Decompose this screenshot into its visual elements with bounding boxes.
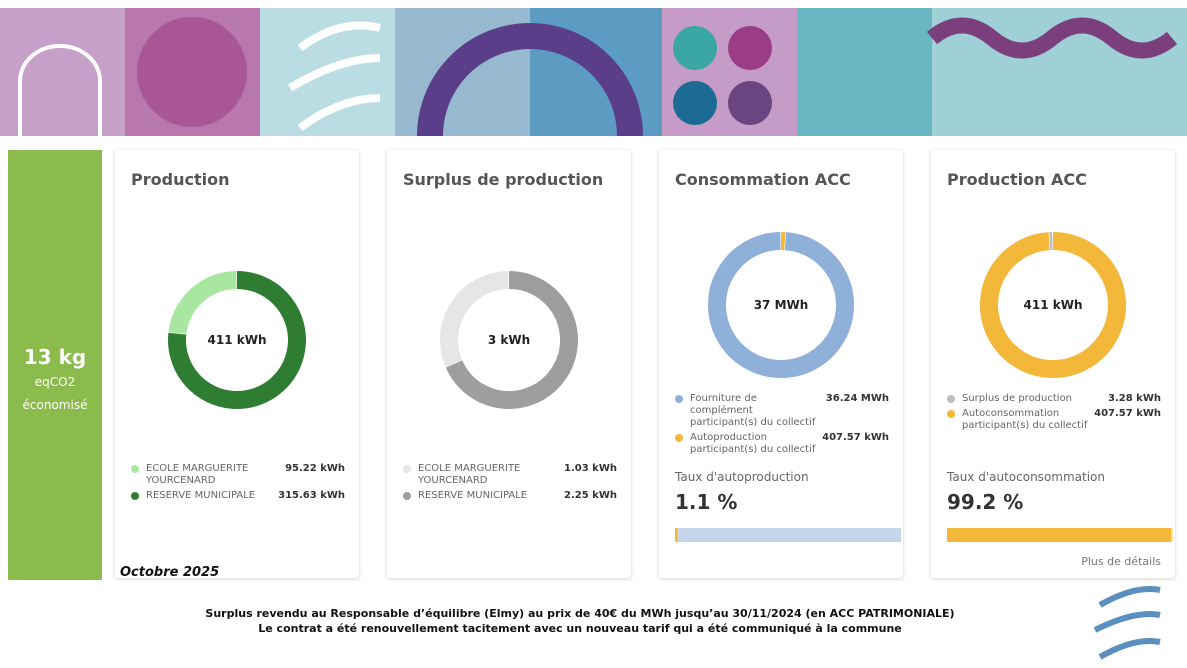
card: Surplus de production 3 kWh ECOLE MARGUERI… bbox=[387, 150, 631, 578]
legend: Surplus de production 3.28 kWh Autoconsomm… bbox=[947, 393, 1161, 435]
legend-row: ECOLE MARGUERITE YOURCENARD 95.22 kWh bbox=[131, 463, 345, 487]
rate-bar bbox=[675, 528, 901, 542]
legend-label: Fourniture de complément participant(s) … bbox=[690, 393, 816, 428]
donut: 411 kWh bbox=[168, 271, 306, 409]
donut-center: 411 kWh bbox=[208, 333, 267, 347]
legend: Fourniture de complément participant(s) … bbox=[675, 393, 889, 459]
legend-value: 95.22 kWh bbox=[285, 463, 345, 474]
card: Production ACC 411 kWh Surplus de producti… bbox=[931, 150, 1175, 578]
legend-label: RESERVE MUNICIPALE bbox=[146, 490, 256, 501]
legend-row: Surplus de production 3.28 kWh bbox=[947, 393, 1161, 405]
donut-segment bbox=[445, 271, 578, 409]
rate-bar bbox=[947, 528, 1173, 542]
legend-value: 3.28 kWh bbox=[1108, 393, 1161, 404]
donut-segment bbox=[168, 271, 237, 335]
donut: 411 kWh bbox=[980, 232, 1126, 378]
card-title: Production bbox=[131, 170, 230, 189]
legend-row: Fourniture de complément participant(s) … bbox=[675, 393, 889, 429]
rate-value: 99.2 % bbox=[947, 490, 1024, 514]
details-link[interactable]: Plus de détails bbox=[1081, 555, 1161, 568]
co2-value: 13 kg bbox=[23, 345, 87, 369]
legend-label: ECOLE MARGUERITE YOURCENARD bbox=[418, 463, 521, 486]
co2-unit: eqCO2 bbox=[34, 375, 76, 389]
co2-panel: 13 kg eqCO2 économisé bbox=[8, 150, 102, 580]
legend-value: 315.63 kWh bbox=[278, 490, 345, 501]
legend-value: 36.24 MWh bbox=[825, 393, 889, 404]
period: Octobre 2025 bbox=[120, 565, 220, 580]
legend: ECOLE MARGUERITE YOURCENARD 95.22 kWh RESE… bbox=[131, 463, 345, 505]
donut-segment bbox=[440, 271, 509, 368]
card-title: Production ACC bbox=[947, 170, 1087, 189]
legend-label: Autoproduction participant(s) du collect… bbox=[690, 432, 816, 455]
legend-dot bbox=[947, 410, 955, 418]
legend-dot bbox=[131, 492, 139, 500]
rate-label: Taux d'autoconsommation bbox=[947, 470, 1105, 484]
legend-dot bbox=[675, 395, 683, 403]
legend-dot bbox=[403, 492, 411, 500]
legend-dot bbox=[403, 465, 411, 473]
legend-row: Autoconsommation participant(s) du colle… bbox=[947, 408, 1161, 432]
legend-dot bbox=[675, 434, 683, 442]
legend-value: 2.25 kWh bbox=[564, 490, 617, 501]
legend-row: Autoproduction participant(s) du collect… bbox=[675, 432, 889, 456]
card-title: Surplus de production bbox=[403, 170, 604, 189]
rate-track bbox=[675, 528, 901, 542]
donut-segment bbox=[168, 271, 306, 409]
rate-label: Taux d'autoproduction bbox=[675, 470, 809, 484]
legend-row: ECOLE MARGUERITE YOURCENARD 1.03 kWh bbox=[403, 463, 617, 487]
donut: 37 MWh bbox=[708, 232, 854, 378]
legend-value: 1.03 kWh bbox=[564, 463, 617, 474]
legend-dot bbox=[131, 465, 139, 473]
logo bbox=[1093, 586, 1161, 660]
donut-segment bbox=[708, 232, 854, 378]
legend-label: RESERVE MUNICIPALE bbox=[418, 490, 528, 501]
legend: ECOLE MARGUERITE YOURCENARD 1.03 kWh RESER… bbox=[403, 463, 617, 505]
legend-label: Surplus de production bbox=[962, 393, 1073, 404]
legend-row: RESERVE MUNICIPALE 2.25 kWh bbox=[403, 490, 617, 502]
card: Consommation ACC 37 MWh Fourniture de comp… bbox=[659, 150, 903, 578]
banner bbox=[0, 8, 1187, 136]
donut-center: 3 kWh bbox=[488, 333, 530, 347]
legend-value: 407.57 kWh bbox=[822, 432, 889, 443]
co2-caption: économisé bbox=[22, 398, 88, 412]
rate-fill bbox=[947, 528, 1172, 542]
donut-segment bbox=[980, 232, 1126, 378]
legend-value: 407.57 kWh bbox=[1094, 408, 1161, 419]
rate-fill bbox=[675, 528, 678, 542]
footer-line: Surplus revendu au Responsable d’équilib… bbox=[205, 607, 955, 620]
donut-center: 37 MWh bbox=[754, 298, 809, 312]
donut: 3 kWh bbox=[440, 271, 578, 409]
donut-center: 411 kWh bbox=[1024, 298, 1083, 312]
legend-label: Autoconsommation participant(s) du colle… bbox=[962, 408, 1088, 431]
legend-dot bbox=[947, 395, 955, 403]
card: Production 411 kWh ECOLE MARGUERITE YOURCE… bbox=[115, 150, 359, 578]
footer-line: Le contrat a été renouvellement taciteme… bbox=[258, 622, 902, 635]
legend-label: ECOLE MARGUERITE YOURCENARD bbox=[146, 463, 249, 486]
rate-value: 1.1 % bbox=[675, 490, 738, 514]
card-title: Consommation ACC bbox=[675, 170, 851, 189]
legend-row: RESERVE MUNICIPALE 315.63 kWh bbox=[131, 490, 345, 502]
